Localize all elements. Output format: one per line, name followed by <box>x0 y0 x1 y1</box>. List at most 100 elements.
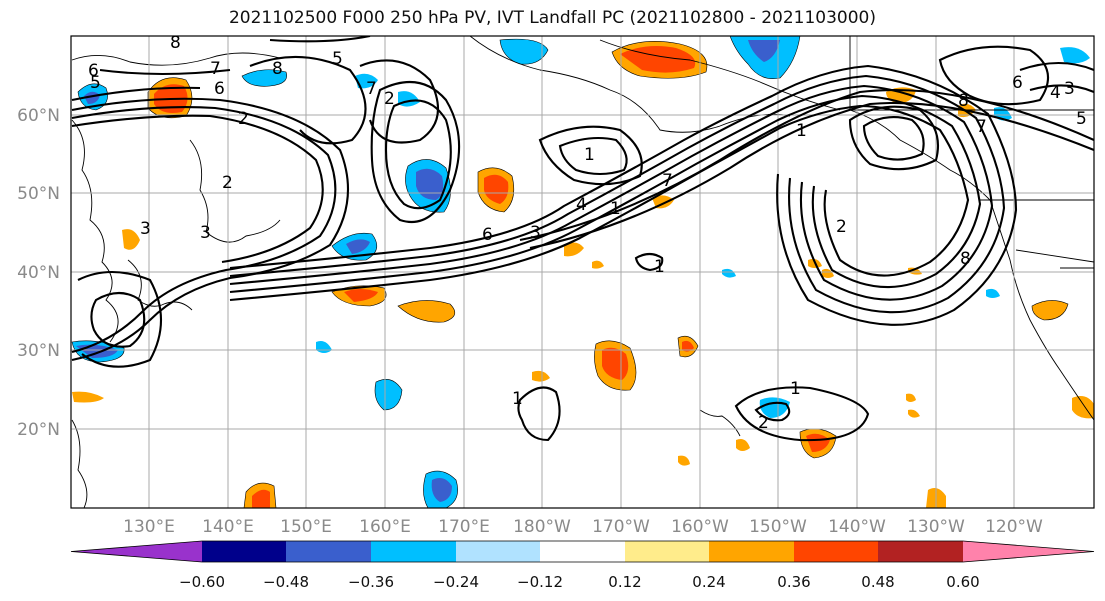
contour-label: 8 <box>958 91 969 111</box>
anomaly-blob <box>346 239 370 254</box>
anomaly-blob <box>355 73 378 89</box>
contour-label: 3 <box>1064 79 1075 99</box>
contour-label: 3 <box>200 223 211 243</box>
contour-label: 8 <box>960 249 971 269</box>
lon-tick-label: 170°E <box>438 517 490 537</box>
lon-tick-label: 160°E <box>359 517 411 537</box>
lat-tick-label: 20°N <box>17 420 60 440</box>
contour-label: 2 <box>758 413 769 433</box>
shaded-anomalies <box>71 36 1094 508</box>
anomaly-blob <box>564 242 584 257</box>
contour-label-group: 8 7 6 2 5 7 8 6 5 2 2 3 3 6 3 4 1 7 1 1 … <box>88 33 1087 433</box>
anomaly-blob <box>986 288 1000 298</box>
colorbar-segment <box>456 541 540 562</box>
colorbar-tick-label: −0.12 <box>517 573 563 591</box>
colorbar-tick-label: 0.36 <box>777 573 810 591</box>
colorbar-tick-label: −0.24 <box>433 573 479 591</box>
colorbar-labels: −0.60 −0.48 −0.36 −0.24 −0.12 0.12 0.24 … <box>179 573 980 591</box>
contour-label: 3 <box>140 219 151 239</box>
contour-lines <box>71 36 1094 442</box>
map-title: 2021102500 F000 250 hPa PV, IVT Landfall… <box>228 8 876 28</box>
contour-label: 2 <box>836 217 847 237</box>
anomaly-blob <box>1031 300 1069 321</box>
anomaly-blob <box>682 340 694 352</box>
anomaly-blob <box>122 229 140 250</box>
lat-tick-label: 30°N <box>17 341 60 361</box>
lon-tick-label: 150°W <box>749 517 807 537</box>
anomaly-blob <box>722 268 736 278</box>
contour-label: 2 <box>238 109 249 129</box>
anomaly-blob <box>822 268 834 278</box>
contour-label: 5 <box>332 49 343 69</box>
lon-tick-label: 140°E <box>202 517 254 537</box>
anomaly-blob <box>602 347 629 380</box>
lat-tick-label: 50°N <box>17 184 60 204</box>
colorbar-segment <box>709 541 794 562</box>
contour-label: 7 <box>366 79 377 99</box>
colorbar-tick-label: 0.48 <box>861 573 894 591</box>
contour-label: 2 <box>384 89 395 109</box>
colorbar-segment <box>286 541 371 562</box>
anomaly-blob <box>72 391 104 403</box>
contour-label: 3 <box>530 223 541 243</box>
anomaly-blob <box>499 38 549 65</box>
contour-label: 1 <box>654 257 665 277</box>
anomaly-blob <box>241 69 287 87</box>
contour-label: 6 <box>214 79 225 99</box>
anomaly-blob <box>678 455 690 466</box>
anomaly-blob <box>431 478 452 502</box>
anomaly-blob <box>484 174 509 204</box>
contour-label: 6 <box>88 61 99 81</box>
contour-label: 5 <box>90 73 101 93</box>
contour-label: 1 <box>610 199 621 219</box>
anomaly-blob <box>806 433 830 452</box>
contour-label: 4 <box>1050 83 1061 103</box>
anomaly-blob <box>592 260 604 269</box>
contour-label: 6 <box>1012 73 1023 93</box>
colorbar-tick-label: −0.36 <box>348 573 394 591</box>
lat-tick-label: 40°N <box>17 263 60 283</box>
latitude-axis: 60°N 50°N 40°N 30°N 20°N <box>17 106 60 440</box>
colorbar-segment <box>878 541 963 562</box>
anomaly-blob <box>316 341 332 353</box>
colorbar-segment <box>794 541 878 562</box>
lon-tick-label: 160°W <box>671 517 729 537</box>
anomaly-blob <box>748 40 780 62</box>
colorbar-segment <box>371 541 456 562</box>
colorbar-segment <box>625 541 709 562</box>
longitude-axis: 130°E 140°E 150°E 160°E 170°E 180°W 170°… <box>123 517 1043 537</box>
lat-tick-label: 60°N <box>17 106 60 126</box>
colorbar-tick-label: 0.60 <box>946 573 979 591</box>
anomaly-blob <box>908 267 922 275</box>
lon-tick-label: 150°E <box>280 517 332 537</box>
lon-tick-label: 130°E <box>123 517 175 537</box>
lon-tick-label: 140°W <box>828 517 886 537</box>
contour-label: 1 <box>796 121 807 141</box>
contour-label: 4 <box>576 195 587 215</box>
colorbar-segment <box>540 541 625 562</box>
colorbar-segment <box>202 541 286 562</box>
lon-tick-label: 130°W <box>907 517 965 537</box>
contour-label: 7 <box>662 171 673 191</box>
anomaly-blob <box>620 46 696 73</box>
anomaly-blob <box>736 439 750 451</box>
lon-tick-label: 180°W <box>513 517 571 537</box>
contour-label: 1 <box>584 145 595 165</box>
anomaly-blob <box>344 289 378 302</box>
anomaly-blob <box>397 300 456 323</box>
anomaly-blob <box>416 168 444 200</box>
colorbar-outline <box>70 540 1095 563</box>
colorbar-tick-label: −0.48 <box>263 573 309 591</box>
lon-tick-label: 170°W <box>592 517 650 537</box>
lon-tick-label: 120°W <box>985 517 1043 537</box>
contour-label: 8 <box>170 33 181 53</box>
anomaly-blob <box>374 379 403 411</box>
anomaly-blob <box>398 91 420 107</box>
contour-label: 6 <box>482 225 493 245</box>
colorbar <box>70 540 1095 563</box>
map-frame <box>70 35 1095 509</box>
contour-label: 2 <box>222 173 233 193</box>
contour-label: 5 <box>1076 109 1087 129</box>
contour-label: 7 <box>976 117 987 137</box>
